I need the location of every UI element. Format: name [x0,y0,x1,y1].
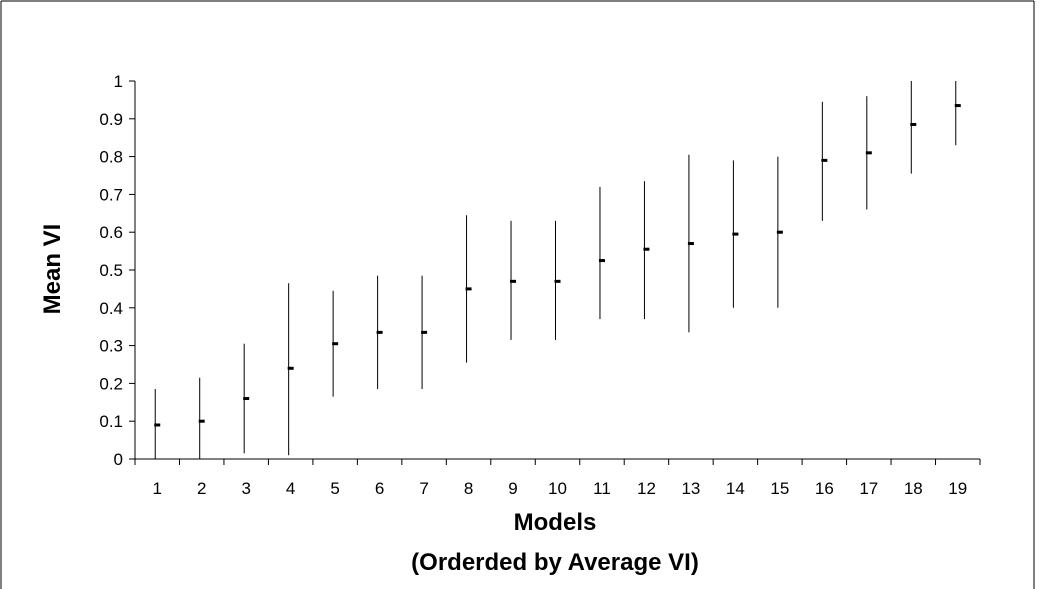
mean-marker [198,419,205,423]
mean-marker [865,151,872,155]
y-tick-label: 0.8 [99,148,123,167]
x-tick-label: 8 [464,479,473,498]
x-tick-label: 6 [375,479,384,498]
x-tick-label: 2 [197,479,206,498]
mean-marker [376,330,383,334]
mean-marker [465,287,472,291]
x-tick-label: 11 [593,479,611,498]
y-tick-label: 0.6 [99,223,123,242]
mean-marker [510,279,517,283]
mean-marker [910,122,917,126]
x-axis-subtitle: (Orderded by Average VI) [411,549,699,576]
x-tick-label: 1 [153,479,162,498]
mean-marker [421,330,428,334]
y-tick-label: 0.5 [99,261,123,280]
x-tick-label: 9 [508,479,517,498]
y-tick-label: 0.7 [99,185,123,204]
mean-marker [776,230,783,234]
y-tick-label: 0.4 [99,299,123,318]
mean-marker [332,342,339,346]
mean-marker [554,279,561,283]
x-axis-title: Models [514,509,597,536]
y-tick-label: 0.3 [99,337,123,356]
mean-marker [598,259,605,263]
marks-group [154,81,961,459]
x-tick-label: 4 [286,479,295,498]
x-tick-label: 12 [637,479,656,498]
x-tick-label: 15 [770,479,789,498]
mean-marker [732,232,739,236]
x-tick-label: 3 [241,479,250,498]
y-tick-label: 0.1 [99,412,123,431]
mean-marker [954,104,961,108]
axes-group: 00.10.20.30.40.50.60.70.80.911 2 3 4 5 6 7 8 9 10… [99,72,981,498]
x-tick-label: 16 [815,479,834,498]
mean-marker [687,242,694,246]
mean-marker [821,158,828,162]
x-tick-label: 17 [859,479,878,498]
mean-marker [154,423,161,427]
y-tick-label: 0 [114,450,123,469]
x-tick-label: 5 [330,479,339,498]
y-axis-title: Mean VI [39,224,66,315]
x-tick-label: 18 [904,479,923,498]
x-tick-label: 7 [419,479,428,498]
x-tick-label: 14 [726,479,745,498]
y-tick-label: 0.2 [99,374,123,393]
x-tick-label: 19 [948,479,967,498]
x-tick-label: 13 [681,479,700,498]
y-tick-label: 0.9 [99,110,123,129]
mean-marker [243,397,250,401]
mean-marker [643,247,650,251]
mean-marker [287,366,294,370]
x-tick-label: 10 [548,479,567,498]
y-tick-label: 1 [114,72,123,91]
